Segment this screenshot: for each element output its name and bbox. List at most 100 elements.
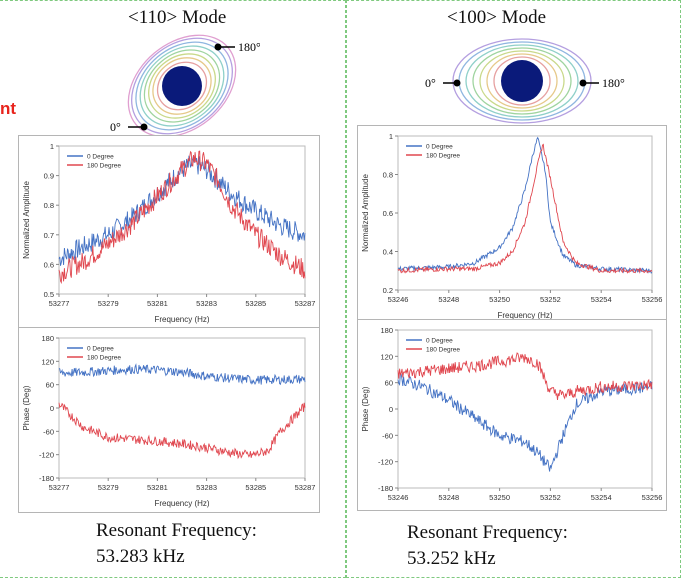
legend-label: 0 Degree: [87, 154, 114, 161]
y-axis-label: Normalized Amplitude: [22, 181, 31, 259]
orbit-ellipse: [156, 61, 208, 111]
panel-100-mode: <100> Mode 0° 180° 0.2 0.4 0.6 0.8 1 53246 532…: [346, 0, 681, 578]
x-tick-label: 53285: [245, 483, 266, 492]
resonant-frequency-value-110: 53.283 kHz: [96, 546, 185, 567]
y-tick-label: 0: [389, 405, 393, 414]
y-tick-label: -60: [382, 431, 393, 440]
x-tick-label: 53256: [642, 295, 663, 304]
series-line-180-degree: [58, 150, 306, 285]
x-tick-label: 53246: [388, 493, 409, 502]
y-tick-label: 1: [389, 132, 393, 141]
marker-0: [140, 123, 148, 131]
y-tick-label: 0.6: [44, 260, 54, 269]
x-tick-label: 53281: [147, 483, 168, 492]
amplitude-chart-100: 0.2 0.4 0.6 0.8 1 53246 53248 53250 53252 53254 53…: [357, 125, 667, 325]
y-tick-label: -120: [39, 451, 54, 460]
y-tick-label: 0.8: [383, 171, 393, 180]
y-tick-label: 1: [50, 142, 54, 151]
x-tick-label: 53277: [49, 299, 70, 308]
series-line-0-degree: [397, 136, 653, 274]
mode-title-110: <110> Mode: [128, 7, 227, 28]
y-tick-label: 0.2: [383, 286, 393, 295]
y-tick-label: 0.7: [44, 231, 54, 240]
x-tick-label: 53283: [196, 483, 217, 492]
y-tick-label: 180: [380, 326, 393, 335]
x-tick-label: 53248: [438, 493, 459, 502]
center-disk: [162, 66, 202, 106]
x-tick-label: 53252: [540, 295, 561, 304]
x-tick-label: 53287: [295, 299, 316, 308]
label-0-deg: 0°: [110, 120, 121, 134]
y-tick-label: -180: [378, 484, 393, 493]
center-disk: [501, 60, 543, 102]
x-tick-label: 53254: [591, 493, 612, 502]
y-tick-label: 120: [380, 352, 393, 361]
marker-180: [579, 79, 587, 87]
legend-label: 0 Degree: [426, 338, 453, 345]
orbit-ellipse: [493, 56, 551, 106]
orbit-diagram-110: 180° 0°: [110, 34, 260, 138]
orbit-ellipse: [143, 49, 221, 123]
legend-label: 180 Degree: [87, 163, 121, 170]
x-tick-label: 53279: [98, 299, 119, 308]
orbit-ellipse: [131, 37, 233, 135]
y-axis-label: Phase (Deg): [361, 386, 370, 431]
legend-label: 180 Degree: [87, 355, 121, 362]
label-180-deg: 180°: [602, 76, 625, 90]
phase-chart-110: -180 -120 -60 0 60 120 180 53277 53279 53281 53283…: [18, 327, 320, 513]
x-tick-label: 53246: [388, 295, 409, 304]
clipped-label-fragment: nt: [0, 99, 17, 118]
legend-label: 0 Degree: [87, 346, 114, 353]
plot-area: [58, 145, 306, 295]
series-line-180-degree: [58, 402, 306, 460]
legend-label: 180 Degree: [426, 153, 460, 160]
y-axis-label: Phase (Deg): [22, 385, 31, 430]
x-tick-label: 53250: [489, 295, 510, 304]
orbit-ellipse: [139, 45, 225, 127]
marker-180: [214, 43, 222, 51]
label-0-deg: 0°: [425, 76, 436, 90]
y-tick-label: 120: [41, 357, 54, 366]
y-tick-label: 0.9: [44, 172, 54, 181]
orbit-ellipse: [479, 50, 565, 112]
x-tick-label: 53287: [295, 483, 316, 492]
orbit-ellipse: [465, 44, 579, 118]
x-tick-label: 53285: [245, 299, 266, 308]
y-axis-label: Normalized Amplitude: [361, 174, 370, 252]
y-tick-label: 180: [41, 334, 54, 343]
y-tick-label: -180: [39, 474, 54, 483]
resonant-frequency-value-100: 53.252 kHz: [407, 548, 496, 569]
mode-title-100: <100> Mode: [447, 7, 547, 28]
y-tick-label: 60: [46, 381, 54, 390]
y-tick-label: -60: [43, 427, 54, 436]
y-tick-label: 60: [385, 379, 393, 388]
orbit-ellipse: [148, 53, 216, 119]
series-line-180-degree: [397, 143, 653, 274]
y-tick-label: 0: [50, 404, 54, 413]
y-tick-label: 0.6: [383, 209, 393, 218]
marker-0: [453, 79, 461, 87]
x-tick-label: 53279: [98, 483, 119, 492]
resonant-frequency-label-100: Resonant Frequency:: [407, 522, 568, 543]
series-line-180-degree: [397, 352, 653, 401]
x-tick-label: 53248: [438, 295, 459, 304]
orbit-ellipse: [486, 53, 558, 109]
phase-chart-100: -180 -120 -60 0 60 120 180 53246 53248 53250 53252…: [357, 319, 667, 511]
x-tick-label: 53281: [147, 299, 168, 308]
y-tick-label: -120: [378, 458, 393, 467]
y-tick-label: 0.8: [44, 201, 54, 210]
orbit-diagram-100: 0° 180°: [425, 38, 625, 124]
x-tick-label: 53256: [642, 493, 663, 502]
orbit-ellipse: [452, 38, 592, 124]
legend-label: 0 Degree: [426, 144, 453, 151]
legend-label: 180 Degree: [426, 347, 460, 354]
plot-area: [397, 329, 653, 489]
x-tick-label: 53283: [196, 299, 217, 308]
y-tick-label: 0.5: [44, 290, 54, 299]
amplitude-chart-110: 0.5 0.6 0.7 0.8 0.9 1 53277 53279 53281 53283 5328…: [18, 135, 320, 329]
y-tick-label: 0.4: [383, 248, 393, 257]
panel-110-mode: <110> Mode nt 180° 0° 0.5 0.6 0.7 0.8 0.9 1 53…: [0, 0, 346, 578]
x-tick-label: 53252: [540, 493, 561, 502]
x-axis-label: Frequency (Hz): [154, 315, 209, 324]
label-180-deg: 180°: [238, 40, 260, 54]
